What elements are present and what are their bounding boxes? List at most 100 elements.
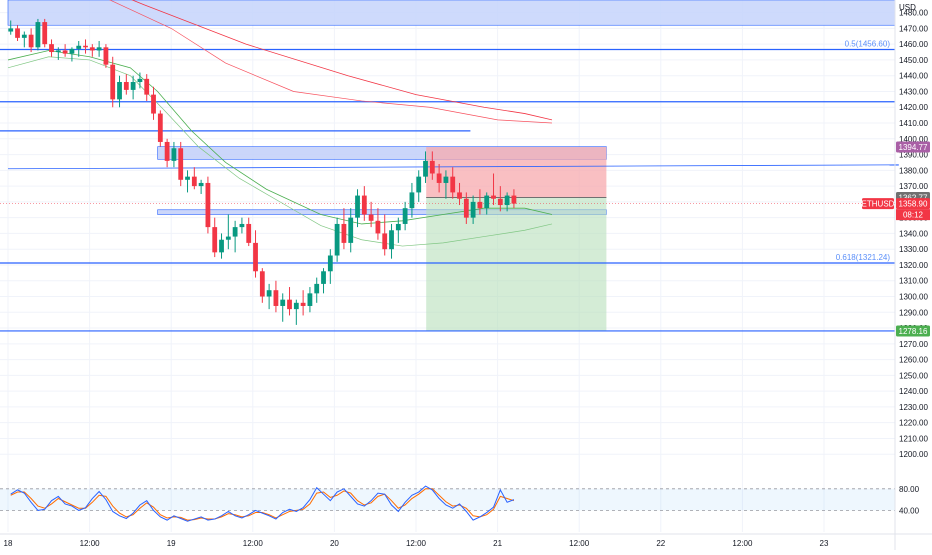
candle-body [293,302,299,310]
last-price-tag: 1358.90 [899,200,928,209]
candle-body [76,45,82,49]
oscillator-pane [0,485,895,522]
candle-body [123,82,129,90]
candle-body [348,217,354,243]
moving-averages [7,0,553,247]
price-tick-label: 1370.00 [899,182,928,191]
candle-body [341,223,347,243]
time-tick-label: 21 [493,539,502,548]
target-price-tag: 1278.16 [899,327,928,336]
candle-body [89,47,95,51]
candle-body [409,192,415,209]
candle-body [361,195,367,215]
candle-body [443,176,449,183]
candle-body [327,255,333,272]
take-profit-area[interactable] [426,197,607,331]
trend-line[interactable] [7,164,899,170]
fib-level-label: 0.5(1456.60) [845,40,891,49]
stop-price-tag-bg [896,141,930,153]
price-tick-label: 1390.00 [899,151,928,160]
time-tick-label: 22 [656,539,665,548]
candle-body [191,176,197,187]
candle-body [429,160,435,174]
candle-body [491,195,496,199]
candle-body [259,271,265,297]
candle-body [15,28,20,38]
time-tick-label: 23 [820,539,829,548]
candle-body [450,176,456,193]
stop-loss-area[interactable] [426,147,607,198]
candle-body [171,148,177,161]
candle-body [457,192,462,199]
candle-body [28,34,34,48]
candle-body [511,195,517,204]
candles [8,18,517,325]
time-axis[interactable]: 18 12:00 19 12:00 20 12:00 21 12:00 22 12:00 23 [0,533,932,548]
target-price-tag-bg [896,325,930,337]
time-tick-label: 18 [4,539,13,548]
short-position-tool[interactable] [426,147,607,331]
candle-body [382,233,388,250]
candle-body [103,47,109,65]
candle-body [504,195,510,206]
candle-body [253,242,258,272]
horizontal-levels[interactable]: 0.5(1456.60) 0.618(1321.24) [0,40,899,332]
symbol-tag-bg [862,198,894,210]
price-tick-label: 1340.00 [899,229,928,238]
fib-level-label: 0.618(1321.24) [836,253,891,262]
price-tick-label: 1460.00 [899,40,928,49]
candle-body [423,160,428,177]
oscillator-band [0,488,895,511]
stop-price-tag: 1394.77 [899,143,928,152]
price-tick-label: 1290.00 [899,308,928,317]
candle-body [157,113,163,142]
candle-body [497,198,503,206]
candle-body [151,94,156,114]
price-tick-label: 1440.00 [899,72,928,81]
candle-body [198,182,204,187]
candle-body [205,182,211,228]
candle-body [239,223,245,228]
moving-average-fast [7,50,553,225]
currency-label: USD [899,3,916,12]
candle-body [225,236,231,240]
price-tick-label: 1400.00 [899,135,928,144]
candle-body [62,50,68,54]
time-tick-label: 12:00 [243,539,264,548]
moving-average-fast-2 [7,56,553,247]
last-price-tag-bg [896,198,930,210]
candle-body [110,64,116,100]
candle-body [484,195,490,209]
candle-body [355,195,360,218]
candle-body [307,293,313,306]
candle-body [375,220,381,234]
price-tick-label: 1420.00 [899,103,928,112]
price-tags: 1394.77 1362.77 ETHUSD 1358.90 08:12 1278.16 [862,141,930,337]
candle-body [389,230,394,250]
countdown-tag: 08:12 [903,211,924,220]
candle-body [185,176,190,180]
price-tick-label: 1230.00 [899,403,928,412]
price-tick-label: 1210.00 [899,434,928,443]
time-tick-label: 12:00 [569,539,590,548]
candle-body [477,201,483,209]
candle-body [436,173,442,183]
price-tick-label: 1240.00 [899,387,928,396]
candle-body [219,239,224,253]
time-tick-label: 12:00 [732,539,753,548]
time-tick-label: 20 [330,539,339,548]
price-tick-label: 1450.00 [899,56,928,65]
price-tick-label: 1300.00 [899,293,928,302]
time-tick-label: 19 [167,539,176,548]
candle-body [21,34,27,38]
candle-body [368,214,374,221]
candle-body [402,208,408,224]
price-tick-label: 1380.00 [899,166,928,175]
candle-body [395,223,401,231]
candle-body [287,299,292,310]
price-tick-label: 1410.00 [899,119,928,128]
candle-body [463,198,469,218]
